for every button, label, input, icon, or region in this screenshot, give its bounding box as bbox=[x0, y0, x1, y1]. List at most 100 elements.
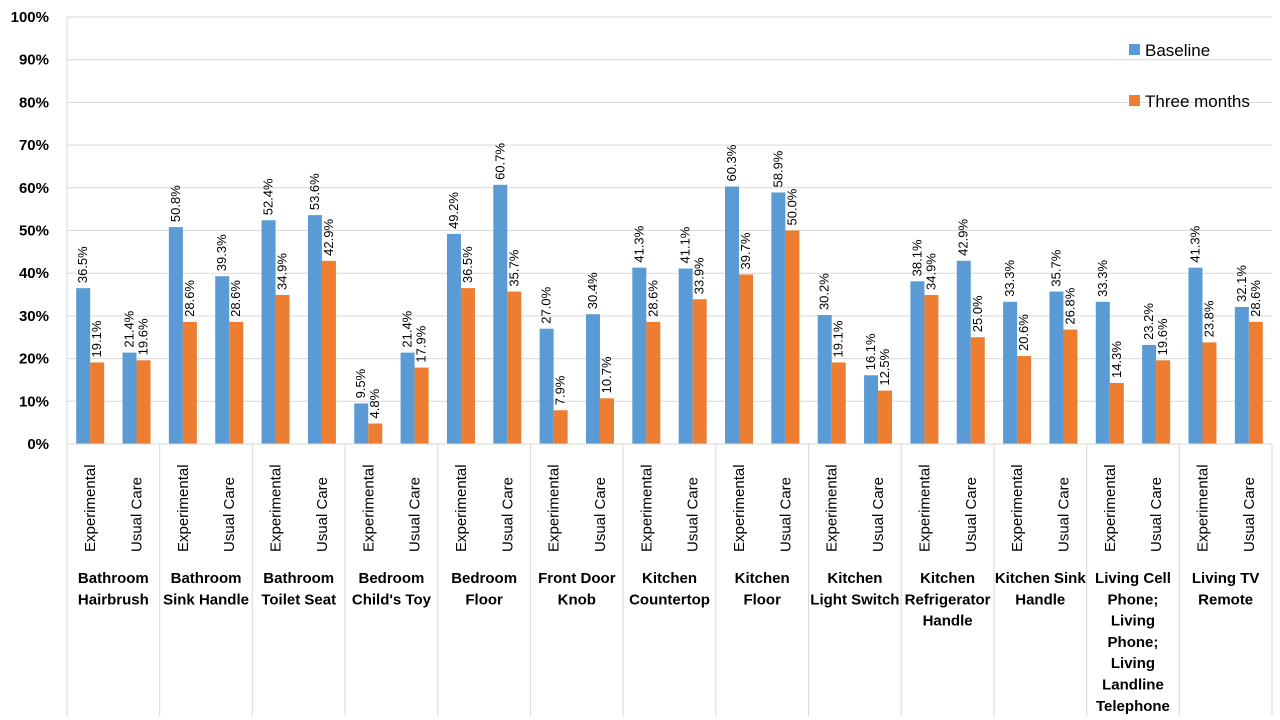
bar-baseline bbox=[585, 314, 600, 444]
bar-baseline bbox=[539, 328, 554, 444]
x-sub-label: Experimental bbox=[1194, 464, 1211, 552]
data-label-baseline: 42.9% bbox=[956, 219, 971, 256]
bar-baseline bbox=[1188, 267, 1203, 444]
data-label-baseline: 60.3% bbox=[724, 144, 739, 181]
data-label-three-months: 33.9% bbox=[692, 257, 707, 294]
x-sub-label: Usual Care bbox=[1241, 477, 1258, 552]
bar-three-months bbox=[739, 274, 754, 444]
data-label-three-months: 42.9% bbox=[321, 219, 336, 256]
bar-three-months bbox=[507, 291, 522, 444]
data-label-three-months: 19.1% bbox=[831, 320, 846, 357]
bar-three-months bbox=[878, 390, 893, 444]
data-label-three-months: 34.9% bbox=[275, 253, 290, 290]
y-tick-label: 80% bbox=[19, 94, 49, 111]
bar-three-months bbox=[1063, 329, 1078, 444]
x-group-label: Kitchen Light Switch bbox=[810, 570, 899, 608]
data-label-baseline: 9.5% bbox=[353, 368, 368, 398]
data-label-baseline: 35.7% bbox=[1048, 249, 1063, 286]
x-sub-label: Usual Care bbox=[963, 477, 980, 552]
y-tick-label: 0% bbox=[27, 436, 49, 453]
data-label-baseline: 49.2% bbox=[446, 192, 461, 229]
x-axis: Experimental Usual Care Bathroom Hairbrush E… bbox=[67, 443, 1273, 716]
bar-three-months bbox=[970, 337, 985, 444]
y-tick-label: 50% bbox=[19, 223, 49, 240]
bar-three-months bbox=[1109, 382, 1124, 444]
x-sub-label: Experimental bbox=[731, 464, 748, 552]
bar-three-months bbox=[1017, 356, 1032, 444]
data-label-three-months: 17.9% bbox=[414, 325, 429, 362]
data-label-baseline: 23.2% bbox=[1141, 303, 1156, 340]
data-label-baseline: 41.1% bbox=[678, 226, 693, 263]
x-sub-label: Experimental bbox=[82, 464, 99, 552]
data-label-baseline: 53.6% bbox=[307, 173, 322, 210]
y-tick-label: 60% bbox=[19, 180, 49, 197]
x-group-label: Bedroom Child's Toy bbox=[352, 570, 432, 608]
bar-baseline bbox=[446, 233, 461, 444]
bar-three-months bbox=[136, 360, 151, 444]
bar-baseline bbox=[1003, 301, 1018, 444]
x-sub-label: Usual Care bbox=[777, 477, 794, 552]
bar-three-months bbox=[414, 367, 429, 444]
bar-baseline bbox=[1049, 291, 1064, 444]
data-label-three-months: 23.8% bbox=[1201, 300, 1216, 337]
bar-baseline bbox=[122, 352, 137, 444]
x-group-label: Living TV Remote bbox=[1192, 570, 1260, 608]
bar-three-months bbox=[553, 410, 568, 444]
bar-baseline bbox=[725, 186, 740, 445]
data-label-three-months: 50.0% bbox=[784, 188, 799, 225]
data-label-three-months: 7.9% bbox=[553, 375, 568, 405]
data-label-three-months: 28.6% bbox=[228, 280, 243, 317]
data-label-three-months: 10.7% bbox=[599, 356, 614, 393]
data-label-three-months: 28.6% bbox=[1248, 280, 1263, 317]
data-label-three-months: 25.0% bbox=[970, 295, 985, 332]
data-label-three-months: 20.6% bbox=[1016, 314, 1031, 351]
x-sub-label: Experimental bbox=[453, 464, 470, 552]
x-sub-label: Usual Care bbox=[221, 477, 238, 552]
bar-baseline bbox=[864, 375, 879, 444]
data-label-three-months: 19.6% bbox=[136, 318, 151, 355]
data-label-baseline: 27.0% bbox=[539, 286, 554, 323]
data-label-three-months: 14.3% bbox=[1109, 341, 1124, 378]
bar-three-months bbox=[275, 294, 290, 444]
y-tick-label: 70% bbox=[19, 137, 49, 154]
bar-baseline bbox=[354, 403, 369, 444]
data-label-baseline: 21.4% bbox=[122, 310, 137, 347]
data-label-baseline: 39.3% bbox=[214, 234, 229, 271]
x-sub-label: Usual Care bbox=[685, 477, 702, 552]
x-sub-label: Usual Care bbox=[314, 477, 331, 552]
bar-three-months bbox=[229, 321, 244, 444]
bar-baseline bbox=[1095, 301, 1110, 444]
bar-three-months bbox=[90, 362, 105, 444]
x-sub-label: Usual Care bbox=[1055, 477, 1072, 552]
x-group-label: Kitchen Sink Handle bbox=[995, 570, 1087, 608]
legend-label: Three months bbox=[1145, 92, 1250, 111]
data-label-baseline: 50.8% bbox=[168, 185, 183, 222]
bar-three-months bbox=[460, 288, 475, 444]
bar-baseline bbox=[817, 315, 832, 444]
bar-three-months bbox=[1156, 360, 1171, 444]
data-label-baseline: 41.3% bbox=[1187, 225, 1202, 262]
legend-label: Baseline bbox=[1145, 41, 1210, 60]
x-group-label: Kitchen Countertop bbox=[629, 570, 710, 608]
y-tick-label: 90% bbox=[19, 52, 49, 69]
data-label-baseline: 30.4% bbox=[585, 272, 600, 309]
x-sub-label: Usual Care bbox=[870, 477, 887, 552]
data-label-baseline: 30.2% bbox=[817, 273, 832, 310]
data-label-three-months: 19.1% bbox=[89, 320, 104, 357]
legend-swatch bbox=[1129, 95, 1140, 106]
bar-baseline bbox=[76, 288, 91, 444]
bar-baseline bbox=[678, 268, 693, 444]
legend-swatch bbox=[1129, 44, 1140, 55]
x-sub-label: Experimental bbox=[268, 464, 285, 552]
data-label-baseline: 52.4% bbox=[261, 178, 276, 215]
bar-baseline bbox=[632, 267, 647, 444]
bar-baseline bbox=[168, 227, 183, 444]
x-group-label: Kitchen Refrigerator Handle bbox=[905, 570, 991, 630]
data-label-baseline: 21.4% bbox=[400, 310, 415, 347]
bar-three-months bbox=[831, 362, 846, 444]
bar-three-months bbox=[646, 321, 661, 444]
bar-baseline bbox=[1142, 344, 1157, 444]
legend: Baseline Three months bbox=[1129, 41, 1250, 111]
x-group-label: Bathroom Hairbrush bbox=[78, 570, 149, 608]
bar-three-months bbox=[1248, 321, 1263, 444]
